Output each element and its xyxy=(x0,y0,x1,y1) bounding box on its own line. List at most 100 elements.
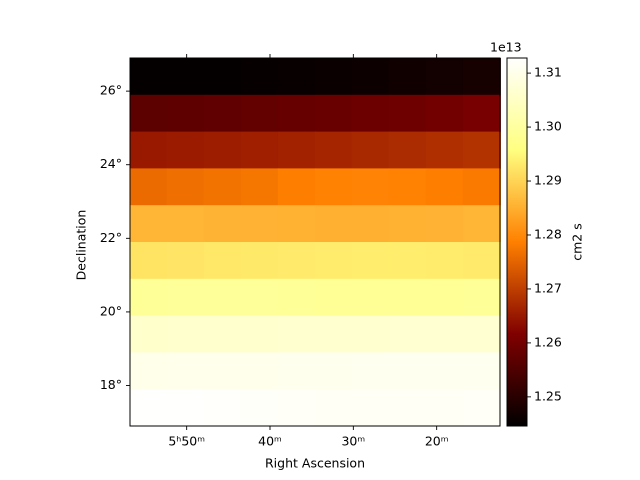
heatmap-cell xyxy=(203,278,242,317)
colorbar-offset: 1e13 xyxy=(490,40,522,55)
x-tick-label: 5ʰ50ᵐ xyxy=(168,434,205,449)
heatmap-cell xyxy=(388,168,427,206)
plot-frame xyxy=(129,57,501,427)
heatmap-cell xyxy=(166,352,205,390)
y-tick-label: 26° xyxy=(100,83,122,98)
heatmap-cell xyxy=(203,205,242,243)
heatmap-cell xyxy=(388,352,427,390)
heatmap-cell xyxy=(277,352,316,390)
heatmap-cell xyxy=(315,352,353,390)
heatmap-cell xyxy=(130,94,168,133)
heatmap-cell xyxy=(130,168,168,206)
heatmap-cell xyxy=(315,58,353,96)
heatmap-cell xyxy=(166,168,205,206)
heatmap-cell xyxy=(277,242,316,280)
heatmap-cell xyxy=(351,94,390,133)
heatmap-cell xyxy=(351,242,390,280)
heatmap-cell xyxy=(166,131,205,169)
x-tick-label: 30ᵐ xyxy=(341,434,365,449)
heatmap-cell xyxy=(351,205,390,243)
heatmap-cell xyxy=(315,278,353,317)
heatmap-cell xyxy=(166,242,205,280)
heatmap-cell xyxy=(351,352,390,390)
heatmap-cell xyxy=(388,315,427,353)
heatmap-cell xyxy=(315,389,353,427)
heatmap-cell xyxy=(277,131,316,169)
heatmap-cell xyxy=(240,168,279,206)
heatmap-cell xyxy=(240,278,279,317)
heatmap-cell xyxy=(166,94,205,133)
heatmap-cell xyxy=(462,242,501,280)
heatmap-cell xyxy=(388,278,427,317)
y-axis-label: Declination xyxy=(74,210,89,281)
heatmap-cell xyxy=(425,278,464,317)
heatmap-cell xyxy=(315,94,353,133)
heatmap-cell xyxy=(277,389,316,427)
heatmap-cell xyxy=(240,94,279,133)
heatmap-cell xyxy=(462,58,501,96)
heatmap-cell xyxy=(425,315,464,353)
heatmap-cell xyxy=(277,58,316,96)
heatmap-cell xyxy=(203,131,242,169)
colorbar-tick-label: 1.26 xyxy=(534,334,562,349)
heatmap-cell xyxy=(425,58,464,96)
heatmap-cell xyxy=(130,278,168,317)
heatmap-cell xyxy=(130,131,168,169)
heatmap-cell xyxy=(462,205,501,243)
y-tick-label: 20° xyxy=(100,303,122,318)
heatmap-cell xyxy=(388,205,427,243)
heatmap-cell xyxy=(425,131,464,169)
heatmap-cell xyxy=(240,242,279,280)
heatmap-cell xyxy=(425,242,464,280)
heatmap-cell xyxy=(203,242,242,280)
heatmap-cell xyxy=(130,352,168,390)
heatmap-cell xyxy=(315,205,353,243)
heatmap-cell xyxy=(203,352,242,390)
heatmap-cell xyxy=(203,58,242,96)
heatmap-cell xyxy=(166,389,205,427)
heatmap-cell xyxy=(462,94,501,133)
heatmap-cell xyxy=(166,58,205,96)
heatmap-cell xyxy=(462,389,501,427)
heatmap-cell xyxy=(277,168,316,206)
colorbar-tick-label: 1.31 xyxy=(534,65,562,80)
heatmap-cell xyxy=(351,58,390,96)
y-tick-label: 18° xyxy=(100,377,122,392)
heatmap-cell xyxy=(388,94,427,133)
heatmap-cell xyxy=(166,278,205,317)
heatmap-cell xyxy=(351,389,390,427)
heatmap-cell xyxy=(315,168,353,206)
heatmap-cell xyxy=(315,131,353,169)
heatmap-cell xyxy=(130,315,168,353)
colorbar-tick-label: 1.27 xyxy=(534,280,562,295)
y-tick-label: 24° xyxy=(100,156,122,171)
y-tick-label: 22° xyxy=(100,230,122,245)
heatmap-cell xyxy=(240,58,279,96)
colorbar xyxy=(506,57,528,427)
heatmap-cell xyxy=(277,278,316,317)
heatmap-cell xyxy=(462,278,501,317)
heatmap-cell xyxy=(240,205,279,243)
heatmap-cell xyxy=(130,389,168,427)
heatmap-cell xyxy=(203,168,242,206)
heatmap-cell xyxy=(425,389,464,427)
x-tick-label: 40ᵐ xyxy=(258,434,282,449)
heatmap-cell xyxy=(462,315,501,353)
heatmap-cell xyxy=(240,389,279,427)
heatmap-cell xyxy=(388,389,427,427)
heatmap-cell xyxy=(388,131,427,169)
colorbar-tick-label: 1.29 xyxy=(534,173,562,188)
heatmap-cell xyxy=(425,168,464,206)
heatmap-cell xyxy=(130,242,168,280)
colorbar-tick-label: 1.28 xyxy=(534,226,562,241)
heatmap-cell xyxy=(351,315,390,353)
x-axis-label: Right Ascension xyxy=(265,456,365,471)
heatmap-cell xyxy=(351,168,390,206)
heatmap-cell xyxy=(351,131,390,169)
heatmap-cell xyxy=(240,131,279,169)
heatmap-cell xyxy=(166,315,205,353)
heatmap-cell xyxy=(388,242,427,280)
heatmap-cell xyxy=(203,315,242,353)
heatmap-cell xyxy=(240,315,279,353)
